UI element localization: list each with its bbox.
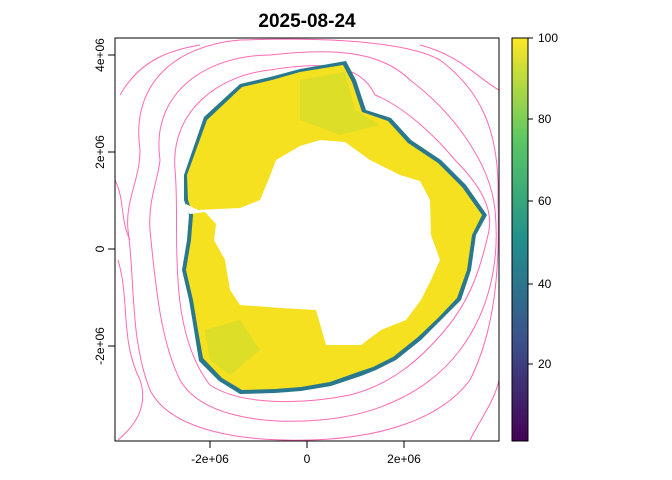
- y-tick-label: -2e+06: [93, 327, 107, 365]
- y-tick-label: 4e+06: [93, 38, 107, 72]
- color-legend: 20 40 60 80 100: [511, 31, 558, 442]
- sea-ice-concentration-mid: [205, 72, 380, 375]
- bathymetry-contours: [115, 38, 499, 441]
- y-tick-label: 0: [93, 245, 107, 252]
- contour-line: [115, 44, 499, 441]
- y-axis: -2e+06 0 2e+06 4e+06: [93, 38, 115, 365]
- y-tick-label: 2e+06: [93, 135, 107, 169]
- legend-tick-label: 80: [538, 112, 552, 126]
- x-axis: -2e+06 0 2e+06: [191, 441, 421, 466]
- legend-tick-label: 20: [538, 357, 552, 371]
- colorbar: [511, 37, 529, 442]
- contour-line: [127, 38, 499, 441]
- map-title: 2025-08-24: [258, 11, 356, 32]
- sea-ice-raster: [182, 61, 487, 394]
- x-tick-label: 0: [304, 452, 311, 466]
- x-tick-label: -2e+06: [191, 452, 229, 466]
- antarctica-land: [183, 140, 440, 345]
- x-tick-label: 2e+06: [387, 452, 421, 466]
- legend-tick-label: 40: [538, 277, 552, 291]
- legend-tick-label: 100: [538, 31, 558, 45]
- plot-area: [115, 38, 499, 441]
- contour-line: [149, 51, 497, 422]
- legend-tick-label: 60: [538, 194, 552, 208]
- contour-line: [174, 65, 491, 403]
